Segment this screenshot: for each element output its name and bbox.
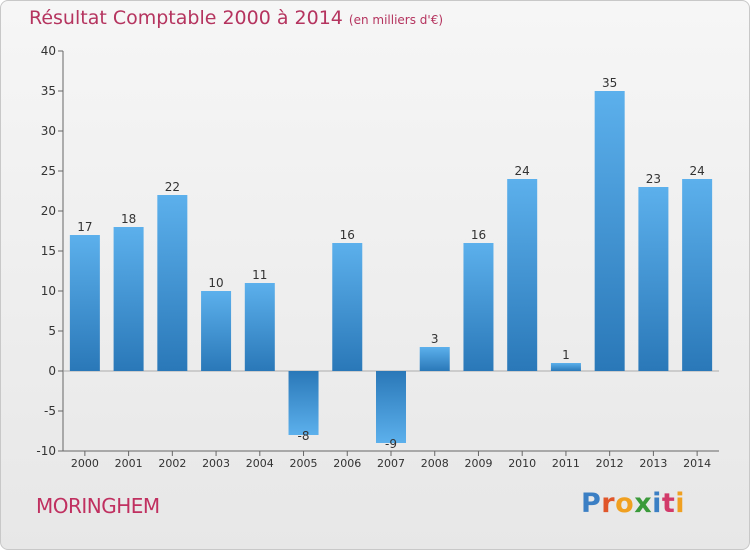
x-tick-label: 2009 — [464, 457, 492, 470]
logo-letter: o — [615, 488, 635, 519]
x-tick-label: 2014 — [683, 457, 711, 470]
y-tick-label: -10 — [36, 444, 56, 458]
bar — [288, 371, 319, 435]
logo-letter: i — [675, 488, 686, 519]
y-tick-label: 35 — [41, 84, 56, 98]
value-labels: 17 18 22 10 11 -8 16 -9 3 16 24 1 35 23 24 — [77, 76, 705, 451]
x-tick-label: 2011 — [552, 457, 580, 470]
bar — [594, 91, 625, 371]
x-tick-label: 2002 — [158, 457, 186, 470]
x-tick-label: 2003 — [202, 457, 230, 470]
y-tick-label: 15 — [41, 244, 56, 258]
chart-title: Résultat Comptable 2000 à 2014 (en millie… — [29, 7, 443, 29]
bar-value-label: 3 — [431, 332, 439, 346]
bar — [638, 187, 669, 371]
x-tick-label: 2001 — [115, 457, 143, 470]
bar — [244, 283, 275, 371]
chart-title-text: Résultat Comptable 2000 à 2014 — [29, 7, 343, 29]
bar — [550, 363, 581, 371]
y-tick-label: 40 — [41, 44, 56, 58]
bar-value-label: 22 — [165, 180, 180, 194]
x-tick-label: 2013 — [639, 457, 667, 470]
chart-subtitle: (en milliers d'€) — [348, 13, 444, 27]
x-tick-label: 2008 — [421, 457, 449, 470]
x-tick-label: 2006 — [333, 457, 361, 470]
bar — [201, 291, 232, 371]
bar — [69, 235, 100, 371]
x-tick-label: 2012 — [596, 457, 624, 470]
bar-value-label: 1 — [562, 348, 570, 362]
bar — [419, 347, 450, 371]
logo-letter: t — [661, 488, 676, 519]
bar — [376, 371, 406, 443]
bar-value-label: -9 — [385, 437, 397, 451]
x-tick-label: 2010 — [508, 457, 536, 470]
bar-value-label: 17 — [77, 220, 92, 234]
bar-value-label: 23 — [646, 172, 661, 186]
x-tick-label: 2000 — [71, 457, 99, 470]
bar — [682, 179, 713, 371]
logo-letter: P — [581, 488, 602, 519]
bar-value-label: 24 — [515, 164, 530, 178]
y-tick-label: -5 — [44, 404, 56, 418]
y-tick-label: 25 — [41, 164, 56, 178]
bars — [69, 91, 713, 443]
x-tick-label: 2005 — [290, 457, 318, 470]
y-tick-label: 30 — [41, 124, 56, 138]
bar — [332, 243, 363, 371]
logo-letter: r — [601, 488, 616, 519]
bar-value-label: 16 — [340, 228, 355, 242]
bar — [507, 179, 538, 371]
logo-letter: x — [634, 488, 653, 519]
bar-value-label: 10 — [208, 276, 223, 290]
bar-value-label: 18 — [121, 212, 136, 226]
y-tick-label: 10 — [41, 284, 56, 298]
bar-value-label: 11 — [252, 268, 267, 282]
x-tick-label: 2004 — [246, 457, 274, 470]
location-name: MORINGHEM — [36, 494, 160, 518]
proxiti-logo: Proxiti — [581, 488, 685, 519]
bar-value-label: 16 — [471, 228, 486, 242]
bar-value-label: -8 — [298, 429, 310, 443]
bar-value-label: 35 — [602, 76, 617, 90]
x-tick-label: 2007 — [377, 457, 405, 470]
axes: -10 -5 0 5 10 15 20 25 30 35 40 2000 2001 2002 2003 200… — [36, 44, 719, 470]
y-tick-label: 5 — [48, 324, 56, 338]
y-tick-label: 20 — [41, 204, 56, 218]
y-tick-label: 0 — [48, 364, 56, 378]
bar-value-label: 24 — [689, 164, 704, 178]
bar — [157, 195, 188, 371]
logo-letter: i — [652, 488, 662, 519]
bar — [113, 227, 144, 371]
bar — [463, 243, 494, 371]
